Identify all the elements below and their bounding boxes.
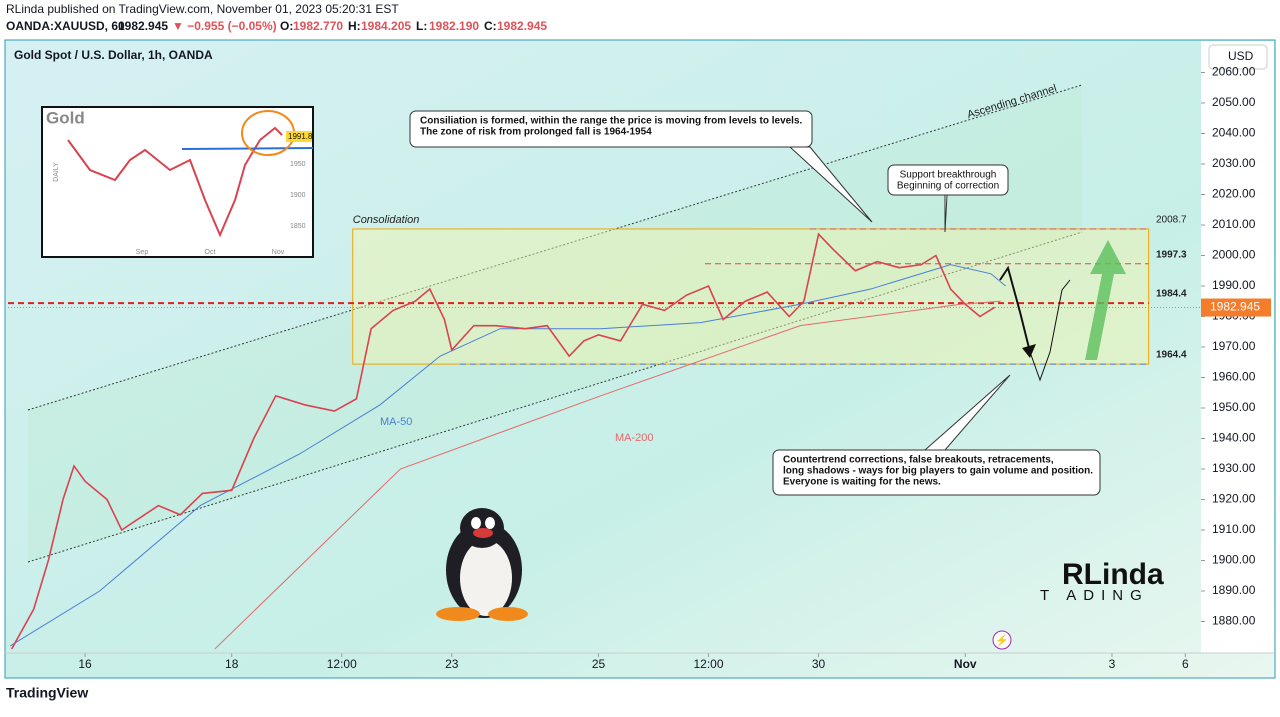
logo: RLinda T ADING xyxy=(1040,558,1164,604)
y-tick-label: 1900.00 xyxy=(1212,553,1256,567)
inset-price: 1991.8 xyxy=(288,132,313,141)
note-line: The zone of risk from prolonged fall is … xyxy=(420,127,652,138)
last-price-label: 1982.945 xyxy=(1210,300,1260,314)
inset-x-label: Nov xyxy=(272,249,285,256)
currency-box xyxy=(1208,44,1268,70)
inset-axis: DAILY xyxy=(53,162,60,182)
logo-sub: T ADING xyxy=(1040,587,1149,604)
x-tick-label: 30 xyxy=(812,657,826,671)
level-label: 1997.3 xyxy=(1156,249,1187,260)
price-line xyxy=(10,232,996,650)
events-icon[interactable] xyxy=(992,630,1012,650)
note-line: Countertrend corrections, false breakout… xyxy=(783,455,1054,466)
publisher: RLinda published on TradingView.com, Nov… xyxy=(6,2,399,16)
logo-name: RLinda xyxy=(1062,558,1164,591)
y-tick-label: 1970.00 xyxy=(1212,339,1256,353)
events-bolt: ⚡ xyxy=(995,634,1009,647)
level-label: 2008.7 xyxy=(1156,215,1187,226)
x-tick-label: 6 xyxy=(1182,657,1189,671)
y-tick-label: 2050.00 xyxy=(1212,95,1256,109)
x-tick-label: 18 xyxy=(225,657,239,671)
x-tick-label: 23 xyxy=(445,657,459,671)
ohlc-key: O: xyxy=(280,19,293,33)
inset-x-label: Oct xyxy=(205,249,216,256)
level-label: 1964.4 xyxy=(1156,350,1187,361)
ohlc-key: L: xyxy=(416,19,427,33)
arrow-head xyxy=(1022,344,1036,358)
channel-lower xyxy=(27,231,1083,563)
note-box xyxy=(887,164,1009,196)
y-tick-label: 1890.00 xyxy=(1212,583,1256,597)
change: ▼ −0.955 (−0.05%) xyxy=(172,19,277,33)
ma-label: MA-200 xyxy=(615,432,654,444)
note-line: Beginning of correction xyxy=(897,181,999,192)
footer-brand: TradingView xyxy=(6,685,88,701)
x-tick-label: 16 xyxy=(78,657,92,671)
symbol: OANDA:XAUUSD, 60 xyxy=(6,19,125,33)
inset-frame xyxy=(41,106,314,258)
currency[interactable]: USD xyxy=(1228,49,1254,63)
y-tick-label: 2020.00 xyxy=(1212,187,1256,201)
note-line: Everyone is waiting for the news. xyxy=(783,477,941,488)
penguin xyxy=(436,508,528,621)
x-tick-label: 3 xyxy=(1109,657,1116,671)
price: 1982.945 xyxy=(118,19,168,33)
up-arrow xyxy=(1085,240,1126,360)
note-line: Consiliation is formed, within the range… xyxy=(420,116,803,127)
y-tick-label: 1930.00 xyxy=(1212,461,1256,475)
note-box xyxy=(409,110,813,148)
y-tick-label: 2060.00 xyxy=(1212,65,1256,79)
ohlc-key: C: xyxy=(484,19,497,33)
ohlc-value: 1982.190 xyxy=(429,19,479,33)
y-tick-label: 2030.00 xyxy=(1212,156,1256,170)
level-label: 1984.4 xyxy=(1156,289,1187,300)
y-tick-label: 2000.00 xyxy=(1212,248,1256,262)
y-tick-label: 1880.00 xyxy=(1212,614,1256,628)
x-tick-label: 12:00 xyxy=(327,657,357,671)
inset-y-label: 1850 xyxy=(290,223,306,230)
ma-label: MA-50 xyxy=(380,416,412,428)
last-price-box xyxy=(1201,298,1271,317)
ohlc-value: 1982.945 xyxy=(497,19,547,33)
note-line: Support breakthrough xyxy=(900,170,997,181)
x-tick-label: Nov xyxy=(954,657,977,671)
price-axis xyxy=(1201,41,1274,653)
projection-line xyxy=(1029,279,1071,382)
note-box xyxy=(772,449,1101,496)
x-tick-label: 25 xyxy=(592,657,606,671)
inset-y-label: 1900 xyxy=(290,192,306,199)
consolidation-box xyxy=(352,228,1150,365)
inset-x-label: Sep xyxy=(136,249,149,256)
box-label: Consolidation xyxy=(353,214,420,226)
inset-y-label: 1950 xyxy=(290,161,306,168)
note-line: long shadows - ways for big players to g… xyxy=(783,466,1093,477)
y-tick-label: 1990.00 xyxy=(1212,278,1256,292)
ohlc-value: 1984.205 xyxy=(361,19,411,33)
y-tick-label: 1920.00 xyxy=(1212,492,1256,506)
y-tick-label: 1960.00 xyxy=(1212,370,1256,384)
y-tick-label: 1940.00 xyxy=(1212,431,1256,445)
y-tick-label: 1910.00 xyxy=(1212,522,1256,536)
y-tick-label: 2010.00 xyxy=(1212,217,1256,231)
channel-fill xyxy=(28,85,1082,562)
inset-price-box xyxy=(286,131,312,142)
moving-average xyxy=(9,264,1006,647)
y-tick-label: 2040.00 xyxy=(1212,126,1256,140)
inset-line xyxy=(67,126,283,238)
inset-title: Gold xyxy=(46,108,85,127)
inset-chart: Gold DAILY 1991.8 1950 1900 1850 Sep Oct Nov xyxy=(41,106,314,258)
x-tick-label: 12:00 xyxy=(694,657,724,671)
inset-level xyxy=(181,147,314,150)
projection-arrow xyxy=(999,265,1031,353)
ohlc-key: H: xyxy=(348,19,361,33)
y-tick-label: 1950.00 xyxy=(1212,400,1256,414)
ohlc-value: 1982.770 xyxy=(293,19,343,33)
chart-title: Gold Spot / U.S. Dollar, 1h, OANDA xyxy=(14,48,213,62)
moving-average xyxy=(214,300,1001,650)
